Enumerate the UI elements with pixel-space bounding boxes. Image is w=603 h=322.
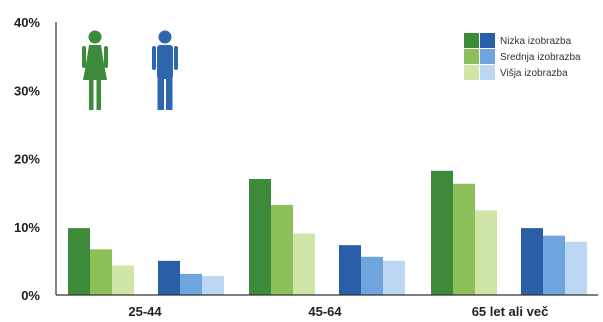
bar-men-1-45-64 [339, 245, 361, 295]
legend-swatch-women [464, 65, 479, 80]
x-tick-label: 25-44 [128, 304, 162, 319]
legend-swatch-women [464, 33, 479, 48]
y-tick-label: 20% [14, 152, 40, 167]
bar-men-1-25-44 [158, 260, 180, 295]
bar-men-2-65 let ali več [543, 235, 565, 295]
bar-women-2-25-44 [90, 249, 112, 295]
bar-women-1-65 let ali več [431, 170, 453, 295]
legend-label: Višja izobrazba [500, 68, 568, 79]
y-tick-label: 0% [21, 288, 40, 303]
bar-women-2-65 let ali več [453, 183, 475, 295]
x-axis-labels: 25-44 45-64 65 let ali več [128, 304, 548, 319]
bar-men-3-65 let ali več [565, 241, 587, 295]
legend-swatch-women [464, 49, 479, 64]
bar-women-3-45-64 [293, 233, 315, 295]
bar-women-2-45-64 [271, 204, 293, 295]
x-tick-label: 45-64 [308, 304, 342, 319]
legend-swatch-men [480, 33, 495, 48]
legend-label: Nizka izobrazba [500, 36, 572, 47]
woman-icon [82, 30, 108, 110]
bar-men-2-45-64 [361, 256, 383, 295]
x-tick-label: 65 let ali več [472, 304, 549, 319]
bar-women-1-25-44 [68, 228, 90, 295]
y-axis-ticks: 0% 10% 20% 30% 40% [14, 15, 40, 303]
bars [68, 170, 587, 295]
bar-women-1-45-64 [249, 178, 271, 295]
legend-label: Srednja izobrazba [500, 52, 581, 63]
y-tick-label: 10% [14, 220, 40, 235]
bar-men-3-45-64 [383, 260, 405, 295]
bar-men-3-25-44 [202, 275, 224, 295]
bar-men-2-25-44 [180, 273, 202, 295]
y-tick-label: 40% [14, 15, 40, 30]
y-tick-label: 30% [14, 83, 40, 98]
bar-women-3-65 let ali več [475, 210, 497, 295]
man-icon [152, 30, 178, 110]
legend-swatch-men [480, 65, 495, 80]
legend: Nizka izobrazba Srednja izobrazba Višja iz… [464, 33, 581, 80]
bar-men-1-65 let ali več [521, 228, 543, 295]
axes [55, 22, 598, 296]
legend-swatch-men [480, 49, 495, 64]
bar-women-3-25-44 [112, 265, 134, 295]
